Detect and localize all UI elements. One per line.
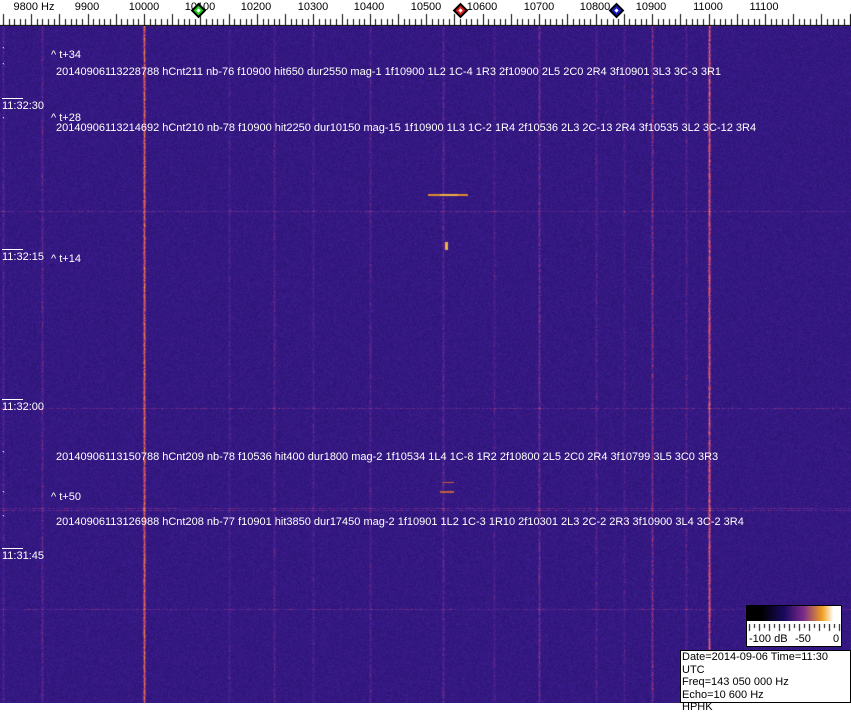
freq-label: 10400 <box>353 1 385 13</box>
time-label-text: 11:31:45 <box>2 550 45 562</box>
tick-mark: ` <box>2 62 5 72</box>
freq-label: 10300 <box>297 1 329 13</box>
scale-label: -100 dB <box>749 633 788 645</box>
tick-mark: ` <box>2 490 5 500</box>
time-label: 11:32:00 <box>2 399 44 413</box>
freq-label: 11100 <box>749 1 779 13</box>
spectrogram-waterfall[interactable] <box>0 26 851 703</box>
freq-label: 10900 <box>635 1 667 13</box>
tick-mark: ` <box>2 116 5 126</box>
detection-line: 20140906113214692 hCnt210 nb-78 f10900 h… <box>56 122 757 134</box>
date-time: Date=2014-09-06 Time=11:30 UTC <box>682 651 828 676</box>
offset-annotation: ^ t+14 <box>51 253 81 265</box>
freq-label: 10200 <box>240 1 272 13</box>
detection-line: 20140906113126988 hCnt208 nb-77 f10901 h… <box>56 516 744 528</box>
offset-annotation: ^ t+50 <box>51 491 81 503</box>
freq-label: 10800 <box>579 1 611 13</box>
time-label: 11:31:45 <box>2 548 44 562</box>
freq-label: 10700 <box>523 1 555 13</box>
frequency-axis: 9800 Hz 9900 10000 10100 10200 10300 104… <box>0 0 851 26</box>
freq-label: 10000 <box>128 1 160 13</box>
color-scale-gradient <box>747 606 841 621</box>
freq-label: 9900 <box>74 1 100 13</box>
time-label: 11:32:15 <box>2 249 44 263</box>
scale-label: 0 <box>833 633 840 645</box>
freq-label: 10500 <box>410 1 442 13</box>
color-scale: -100 dB -50 0 <box>746 605 842 647</box>
offset-annotation: ^ t+28 <box>51 112 81 124</box>
offset-annotation: ^ t+34 <box>51 49 81 61</box>
freq-label: 9800 Hz <box>13 1 55 13</box>
detection-line: 20140906113150788 hCnt209 nb-78 f10536 h… <box>56 451 719 463</box>
tick-mark: ` <box>2 514 5 524</box>
tick-mark: ` <box>2 46 5 56</box>
time-label-text: 11:32:30 <box>2 100 45 112</box>
frequency: Freq=143 050 000 Hz <box>682 676 789 688</box>
tick-mark: ` <box>2 450 5 460</box>
detection-line: 20140906113228788 hCnt211 nb-76 f10900 h… <box>56 66 722 78</box>
time-label: 11:32:30 <box>2 98 44 112</box>
scale-label: -50 <box>795 633 811 645</box>
freq-label: 11000 <box>693 1 723 13</box>
time-label-text: 11:32:15 <box>2 251 45 263</box>
axis-ticks <box>0 0 851 26</box>
color-scale-ticks <box>747 624 841 634</box>
echo-frequency: Echo=10 600 Hz <box>682 688 764 701</box>
freq-label: 10600 <box>466 1 498 13</box>
time-label-text: 11:32:00 <box>2 401 45 413</box>
info-box: Date=2014-09-06 Time=11:30 UTC Freq=143 … <box>680 650 851 713</box>
